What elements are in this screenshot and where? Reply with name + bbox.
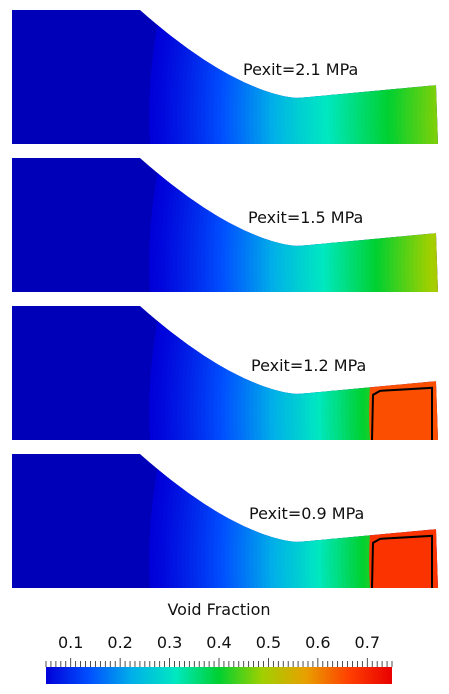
colorbar-tick-label: 0.2 bbox=[107, 633, 132, 652]
colorbar-tick-label: 0.5 bbox=[256, 633, 281, 652]
colorbar-minor-ticks bbox=[45, 658, 393, 667]
shock-outline bbox=[371, 386, 433, 441]
colorbar-tick-label: 0.1 bbox=[58, 633, 83, 652]
legend-title: Void Fraction bbox=[167, 600, 270, 619]
pressure-label: Pexit=1.5 MPa bbox=[248, 208, 363, 227]
colorbar-tick-label: 0.3 bbox=[157, 633, 182, 652]
colorbar-tick-label: 0.4 bbox=[206, 633, 231, 652]
pressure-label: Pexit=2.1 MPa bbox=[243, 60, 358, 79]
void-fraction-field bbox=[12, 10, 438, 144]
void-fraction-field bbox=[12, 158, 438, 292]
shock-outline bbox=[371, 534, 433, 589]
contour-panel: Pexit=0.9 MPa bbox=[12, 454, 438, 589]
colorbar-legend: Void Fraction 0.1 0.2 0.3 0.4 0.5 0.6 0.7 bbox=[45, 600, 393, 684]
panels-group: Pexit=2.1 MPa Pexit=1.5 MPa Pexit=1.2 MPa P… bbox=[12, 10, 438, 589]
contour-panel: Pexit=1.2 MPa bbox=[12, 306, 438, 441]
colorbar-tick-label: 0.6 bbox=[305, 633, 330, 652]
pressure-label: Pexit=1.2 MPa bbox=[251, 356, 366, 375]
void-fraction-field bbox=[12, 454, 438, 588]
colorbar-tick-label: 0.7 bbox=[355, 633, 380, 652]
colorbar-tick-labels: 0.1 0.2 0.3 0.4 0.5 0.6 0.7 bbox=[58, 633, 380, 652]
colorbar bbox=[46, 667, 392, 684]
void-fraction-field bbox=[12, 306, 438, 440]
contour-panel: Pexit=1.5 MPa bbox=[12, 158, 438, 292]
contour-panel: Pexit=2.1 MPa bbox=[12, 10, 438, 144]
pressure-label: Pexit=0.9 MPa bbox=[249, 504, 364, 523]
